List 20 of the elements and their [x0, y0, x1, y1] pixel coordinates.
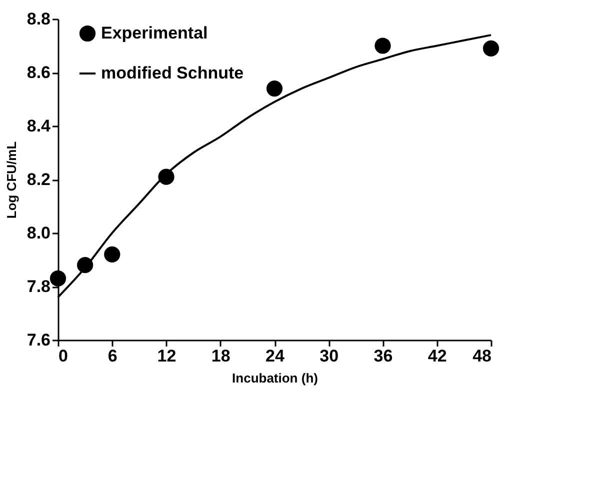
- x-tick-label: 0: [58, 346, 68, 366]
- x-tick-label: 48: [472, 346, 492, 366]
- y-tick-label: 8.4: [26, 116, 52, 136]
- x-axis-title: Incubation (h): [232, 370, 318, 386]
- legend-label: Experimental: [101, 24, 208, 42]
- x-tick-label: 30: [320, 346, 339, 366]
- y-axis-title: Log CFU/mL: [4, 141, 19, 219]
- y-tick-label: 8.0: [26, 224, 50, 242]
- y-tick-label: 8.8: [26, 10, 50, 28]
- legend-label: modified Schnute: [101, 64, 244, 82]
- x-tick-label: 42: [428, 346, 447, 366]
- x-tick-label: 36: [374, 346, 393, 366]
- x-tick-label: 12: [157, 346, 176, 366]
- y-tick-label: 8.2: [26, 170, 50, 189]
- y-tick-label: 7.8: [26, 277, 50, 296]
- x-tick-label: 18: [211, 346, 230, 366]
- y-tick-label: 8.6: [26, 63, 50, 82]
- y-tick-label: 7.6: [26, 330, 50, 350]
- x-tick-label: 24: [266, 346, 285, 366]
- x-tick-label: 6: [108, 346, 118, 366]
